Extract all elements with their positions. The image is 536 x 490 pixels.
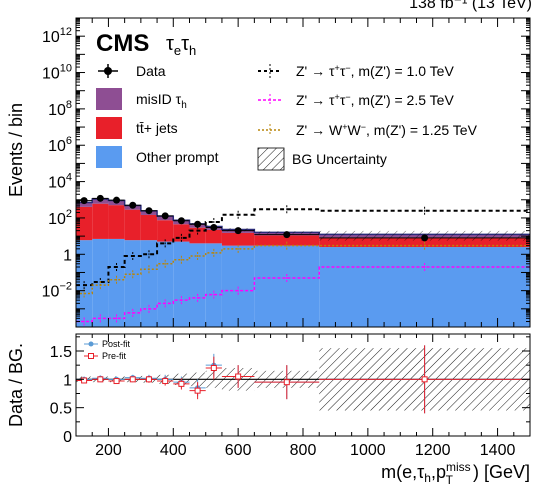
stack-bar-1-4	[140, 214, 158, 241]
stack-bar-1-8	[205, 229, 222, 244]
lumi-label: 138 fb⁻¹ (13 TeV)	[409, 0, 532, 12]
legend-zp3-label: Z' → W+W−, m(Z') = 1.25 TeV	[296, 122, 478, 138]
stack-bar-1-6	[173, 224, 190, 242]
stack-bar-0-11	[319, 247, 530, 327]
x-tick-label-2: 600	[225, 442, 252, 459]
main-ytick-label-3: 104	[48, 172, 72, 192]
prefit-point-2	[113, 378, 120, 385]
data-point-5	[161, 212, 169, 220]
stack-bar-0-3	[124, 240, 141, 327]
stack-bar-0-5	[157, 241, 174, 327]
legend-misid-label: misID τh	[136, 91, 187, 111]
data-point-2	[113, 196, 121, 204]
signal-line-0	[76, 208, 530, 287]
stack-bar-0-10	[254, 245, 320, 327]
data-point-11	[421, 234, 429, 242]
x-tick-label-6: 1400	[480, 442, 516, 459]
main-ytick-label-0: 10−2	[42, 281, 72, 301]
data-point-6	[177, 217, 185, 225]
prefit-point-1	[97, 376, 104, 383]
stack-bar-1-7	[189, 227, 206, 244]
ratio-ytick-label-3: 1.5	[50, 344, 72, 361]
signal-line-2	[76, 244, 530, 295]
legend-prefit-marker	[88, 353, 94, 359]
main-ytick-label-6: 1010	[42, 63, 72, 83]
x-tick-label-0: 200	[95, 442, 122, 459]
data-point-9	[234, 227, 242, 235]
ratio-plot-area	[76, 345, 530, 414]
legend-zp3: Z' → W+W−, m(Z') = 1.25 TeV	[258, 122, 478, 138]
main-axes: 10−2 1 102 104 106 108 1010 1012	[42, 17, 531, 328]
ratio-ytick-label-1: 0.5	[50, 401, 72, 418]
stack-bar-1-5	[157, 220, 174, 242]
x-tick-label-1: 400	[160, 442, 187, 459]
prefit-point-6	[178, 380, 185, 387]
legend-zp2-label: Z' → τ+τ−, m(Z') = 2.5 TeV	[296, 92, 454, 108]
main-plot-area	[76, 194, 530, 327]
legend-data: Data	[98, 63, 166, 79]
stack-bar-0-7	[189, 243, 206, 327]
legend-postfit-marker	[88, 341, 94, 347]
stack-bar-1-10	[254, 235, 320, 246]
legend-misid: misID τh	[96, 88, 187, 111]
legend-zp1-label: Z' → τ+τ−, m(Z') = 1.0 TeV	[296, 63, 454, 79]
ratio-y-axis-title: Data / BG.	[6, 343, 26, 427]
legend-ttbar: tt̄+ jets	[96, 117, 178, 139]
data-point-0	[80, 197, 88, 205]
stack-bar-0-9	[221, 245, 255, 327]
stack-bar-1-9	[221, 232, 255, 246]
stack-bar-0-6	[173, 241, 190, 327]
prefit-point-4	[145, 376, 152, 383]
stack-bar-1-0	[76, 206, 93, 241]
data-point-8	[210, 223, 218, 231]
cms-label: CMS	[96, 30, 149, 57]
prefit-point-11	[421, 376, 428, 383]
data-point-3	[129, 201, 137, 209]
prefit-point-9	[235, 373, 242, 380]
data-point-7	[194, 220, 202, 228]
ratio-legend: Post-fit Pre-fit	[84, 339, 131, 361]
ratio-ytick-label-2: 1	[63, 372, 72, 389]
data-point-10	[283, 231, 291, 239]
ratio-ytick-label-0: 0	[63, 429, 72, 446]
x-tick-label-4: 1000	[350, 442, 386, 459]
data-point-4	[145, 207, 153, 215]
legend-prefit-label: Pre-fit	[102, 351, 127, 361]
stack-bar-0-0	[76, 240, 93, 327]
legend-other: Other prompt	[96, 146, 219, 168]
stack-bar-1-1	[92, 203, 109, 239]
stack-bar-0-4	[140, 240, 158, 327]
legend-bgunc-label: BG Uncertainty	[292, 151, 387, 167]
prefit-point-7	[194, 387, 201, 394]
signal-line-1	[76, 266, 530, 323]
x-tick-label-3: 800	[290, 442, 317, 459]
data-point-1	[96, 194, 104, 202]
x-tick-label-5: 1200	[415, 442, 451, 459]
stack-bar-0-8	[205, 243, 222, 327]
prefit-point-3	[129, 376, 136, 383]
prefit-point-5	[162, 378, 169, 385]
main-ytick-label-5: 108	[48, 99, 72, 119]
main-panel: 10−2 1 102 104 106 108 1010 1012 Events / bin C…	[6, 17, 531, 328]
legend-ttbar-label: tt̄+ jets	[136, 120, 178, 136]
main-ytick-label-2: 102	[48, 208, 72, 228]
stack-bar-1-2	[108, 205, 125, 239]
prefit-point-0	[81, 377, 88, 384]
stack-bar-1-3	[124, 209, 141, 241]
ratio-axes: 200 400 600 800 1000 1200 1400 0 0.5 1 1.5	[50, 334, 531, 459]
ratio-panel: 200 400 600 800 1000 1200 1400 0 0.5 1 1.5 Data / …	[6, 333, 531, 487]
main-ytick-label-1: 1	[63, 247, 72, 264]
legend-postfit-label: Post-fit	[102, 339, 131, 349]
prefit-point-10	[283, 379, 290, 386]
main-ytick-label-4: 106	[48, 135, 72, 155]
legend-bgunc: BG Uncertainty	[257, 147, 387, 171]
main-ytick-label-7: 1012	[42, 26, 72, 46]
x-axis-title: m(e,τh,pmiss T) [GeV]	[381, 460, 530, 487]
legend-other-label: Other prompt	[136, 149, 219, 165]
prefit-point-8	[210, 365, 217, 371]
stack-bar-2-0	[76, 202, 93, 207]
legend-data-label: Data	[136, 63, 166, 79]
main-y-axis-title: Events / bin	[6, 103, 26, 197]
